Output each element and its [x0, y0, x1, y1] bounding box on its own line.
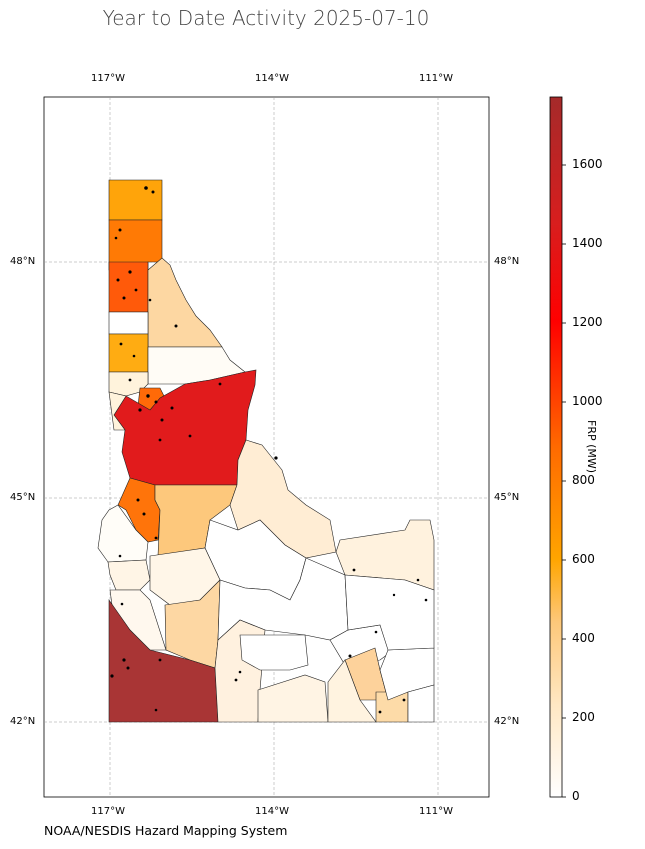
county-bear-lake [407, 684, 435, 723]
lat-tick-right: 48°N [494, 256, 520, 267]
colorbar-tick-label: 1600 [572, 157, 603, 171]
colorbar-tick-label: 1200 [572, 315, 603, 329]
county-cassia [257, 674, 329, 723]
lon-tick-bottom: 111°W [419, 806, 453, 817]
county-boundary [108, 179, 163, 221]
lon-tick-bottom: 117°W [91, 806, 125, 817]
county-layer [97, 179, 435, 723]
lon-tick-top: 114°W [255, 73, 289, 84]
lon-tick-top: 117°W [91, 73, 125, 84]
colorbar-tick-label: 400 [572, 631, 595, 645]
county-bonneville [344, 574, 435, 651]
colorbar-tick-label: 200 [572, 710, 595, 724]
colorbar-tick-label: 800 [572, 473, 595, 487]
source-credit: NOAA/NESDIS Hazard Mapping System [44, 823, 288, 838]
colorbar-tick-label: 600 [572, 552, 595, 566]
colorbar-tick-label: 0 [572, 789, 580, 803]
county-adams [108, 391, 127, 431]
county-idaho [113, 369, 257, 486]
lat-tick-left: 42°N [10, 716, 36, 727]
colorbar-ticks [562, 164, 566, 798]
lon-tick-bottom: 114°W [255, 806, 289, 817]
county-benewah [108, 311, 149, 335]
colorbar-label: FRP (MW) [585, 420, 598, 474]
county-kootenai [108, 261, 149, 313]
lat-tick-left: 48°N [10, 256, 36, 267]
county-oneida [327, 659, 377, 723]
lat-tick-right: 45°N [494, 492, 520, 503]
county-jerome [239, 634, 309, 671]
colorbar-tick-label: 1000 [572, 394, 603, 408]
county-owyhee [108, 599, 219, 723]
colorbar [549, 96, 563, 798]
map-title: Year to Date Activity 2025-07-10 [102, 6, 430, 30]
county-latah [108, 333, 149, 373]
fire-detections [110, 186, 428, 714]
lat-tick-left: 45°N [10, 492, 36, 503]
colorbar-tick-label: 1400 [572, 236, 603, 250]
lat-tick-right: 42°N [494, 716, 520, 727]
county-payette [107, 559, 151, 591]
lon-tick-top: 111°W [419, 73, 453, 84]
